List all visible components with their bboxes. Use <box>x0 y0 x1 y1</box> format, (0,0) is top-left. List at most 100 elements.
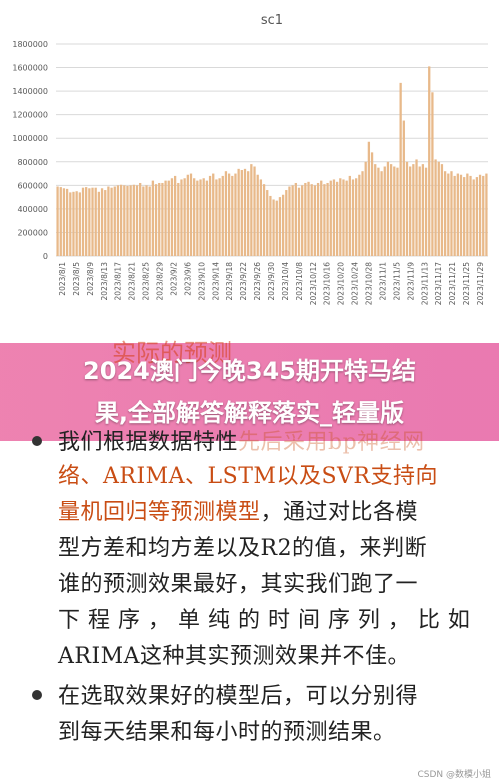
x-tick-label: 2023/11/1 <box>378 262 387 301</box>
x-tick-label: 2023/8/13 <box>100 262 109 301</box>
bar <box>402 120 405 256</box>
bar <box>405 161 409 256</box>
bar <box>348 175 351 256</box>
bar <box>456 173 459 256</box>
bar <box>323 184 326 256</box>
y-tick-label: 1200000 <box>12 111 48 120</box>
bar <box>262 184 266 256</box>
bar <box>266 190 269 256</box>
bar <box>310 184 313 256</box>
bar <box>472 179 475 256</box>
bar <box>281 194 285 256</box>
x-tick-label: 2023/11/13 <box>420 262 429 305</box>
bar <box>316 182 320 256</box>
title-banner: 实际的预测 2024澳门今晚345期开特马结 果,全部解答解释落实_轻量版 <box>0 339 499 441</box>
x-tick-label: 2023/8/29 <box>156 262 165 301</box>
bar <box>237 168 240 256</box>
bar <box>129 185 132 256</box>
bar <box>135 185 139 256</box>
watermark: CSDN @数模小姐 <box>417 770 491 780</box>
x-tick-label: 2023/10/28 <box>365 262 374 305</box>
bar <box>186 174 189 256</box>
x-tick-label: 2023/11/21 <box>448 262 457 305</box>
bar <box>78 192 81 256</box>
text-span-highlight: 先后采用bp神经网 <box>238 430 425 455</box>
bar <box>364 161 367 256</box>
bar <box>208 175 212 256</box>
bar <box>243 168 247 256</box>
bar <box>148 186 151 256</box>
bar <box>367 141 371 256</box>
bar <box>478 174 482 256</box>
bar <box>383 166 386 256</box>
bar <box>218 178 221 256</box>
text-line: 我们根据数据特性先后采用bp神经网 <box>58 424 478 456</box>
bar <box>110 187 113 256</box>
bar <box>304 182 307 256</box>
bar <box>424 167 428 256</box>
bar <box>412 164 415 256</box>
x-tick-label: 2023/8/17 <box>114 262 123 301</box>
y-tick-label: 600000 <box>17 181 48 190</box>
bar <box>307 181 310 256</box>
bar <box>345 180 348 256</box>
bar <box>386 161 390 256</box>
y-tick-label: 1800000 <box>12 40 48 49</box>
bar <box>199 179 202 256</box>
banner-title-line-1: 2024澳门今晚345期开特马结 <box>83 357 416 385</box>
text-line: 下 程 序 ， 单 纯 的 时 间 序 列 ， 比 如 <box>58 608 471 633</box>
x-tick-label: 2023/9/6 <box>183 262 192 296</box>
bar <box>275 200 278 256</box>
bar <box>170 178 174 256</box>
bar <box>247 171 250 256</box>
bar <box>399 82 402 256</box>
bar <box>205 180 209 256</box>
text-line: 到每天结果和每小时的预测结果。 <box>58 720 396 745</box>
bar <box>434 159 437 256</box>
chart-title: sc1 <box>261 13 283 28</box>
bar <box>326 182 329 256</box>
bar <box>370 152 374 256</box>
banner-title-line-2: 果,全部解答解释落实_轻量版 <box>94 399 405 427</box>
x-tick-label: 2023/8/25 <box>142 262 151 301</box>
y-tick-label: 400000 <box>17 205 48 214</box>
bar <box>342 179 345 256</box>
text-span-highlight: 量机回归等预测模型 <box>58 500 261 525</box>
bar <box>69 192 72 256</box>
x-tick-label: 2023/10/4 <box>281 262 290 301</box>
x-tick-label: 2023/11/29 <box>476 262 485 305</box>
bar <box>183 178 186 256</box>
bar <box>202 178 205 256</box>
bar <box>88 188 91 256</box>
x-tick-label: 2023/11/17 <box>434 262 443 305</box>
bar <box>259 179 263 256</box>
x-tick-label: 2023/9/26 <box>253 262 262 301</box>
bar <box>393 166 396 256</box>
y-tick-label: 1400000 <box>12 87 48 96</box>
bar <box>272 199 275 256</box>
bar <box>91 187 94 256</box>
bar <box>355 178 358 256</box>
x-tick-label: 2023/10/8 <box>295 262 304 301</box>
x-tick-label: 2023/11/25 <box>462 262 471 305</box>
bar-chart: sc1 0 200000 400000 600000 800000 1000000 12000… <box>12 13 488 305</box>
x-tick-label: 2023/10/12 <box>309 262 318 305</box>
y-tick-label: 800000 <box>17 158 48 167</box>
bar <box>56 186 59 256</box>
bar <box>177 182 180 256</box>
chart-panel: sc1 0 200000 400000 600000 800000 1000000 12000… <box>0 0 499 330</box>
bar <box>313 185 317 256</box>
bar <box>443 171 447 256</box>
bar <box>240 170 243 256</box>
bar <box>196 180 199 256</box>
bar <box>453 175 456 256</box>
bar <box>167 180 170 256</box>
bar <box>421 164 425 256</box>
bar <box>256 174 259 256</box>
x-tick-label: 2023/11/5 <box>392 262 401 301</box>
text-line-highlight: 络、ARIMA、LSTM以及SVR支持向 <box>58 464 438 489</box>
bar <box>180 179 183 256</box>
bar <box>469 175 472 256</box>
bar <box>459 174 463 256</box>
bar <box>428 66 431 256</box>
